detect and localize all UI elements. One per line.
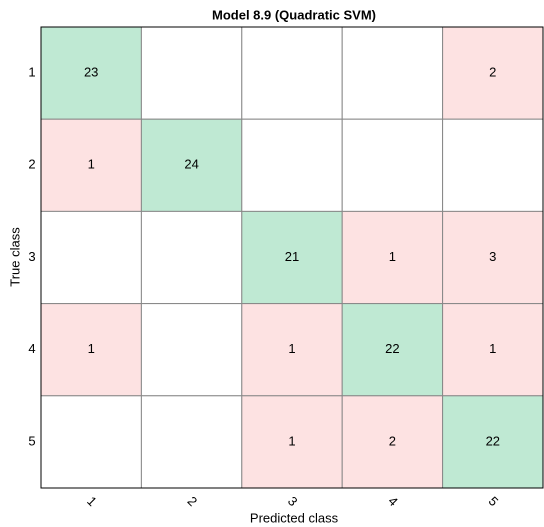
x-axis-label: Predicted class [250,510,339,525]
empty-cell [341,118,444,212]
empty-cell [442,118,544,212]
cell-label: 21 [285,249,299,264]
empty-cell [241,26,343,120]
cell-label: 2 [489,65,496,80]
cell-label: 24 [184,157,198,172]
cell [40,118,142,212]
cell [341,303,444,397]
cell [442,395,544,489]
cell [341,395,444,489]
cell-label: 1 [88,341,95,356]
cell-label: 2 [389,433,396,448]
y-tick-label: 2 [28,157,35,172]
cell [442,210,544,305]
empty-cell [140,26,243,120]
y-tick-label: 1 [28,65,35,80]
cell-label: 1 [288,433,295,448]
cell [40,26,142,120]
empty-cell [140,395,243,489]
y-tick-label: 3 [28,249,35,264]
cell-label: 1 [489,341,496,356]
y-axis-label: True class [7,227,22,287]
empty-cell [241,118,343,212]
cell-label: 1 [288,341,295,356]
cell [241,395,343,489]
y-tick-label: 5 [28,433,35,448]
chart-title: Model 8.9 (Quadratic SVM) [212,7,376,22]
empty-cell [140,303,243,397]
plot-frame [40,26,544,489]
cell-label: 23 [84,65,98,80]
cell-label: 1 [389,249,396,264]
empty-cell [341,26,444,120]
cell [241,303,343,397]
cell-label: 22 [486,433,500,448]
cell-label: 3 [489,249,496,264]
cell-label: 22 [385,341,399,356]
empty-cell [40,210,142,305]
cell-label: 1 [88,157,95,172]
empty-cell [140,210,243,305]
empty-cell [40,395,142,489]
y-tick-label: 4 [28,341,35,356]
cell [140,118,243,212]
